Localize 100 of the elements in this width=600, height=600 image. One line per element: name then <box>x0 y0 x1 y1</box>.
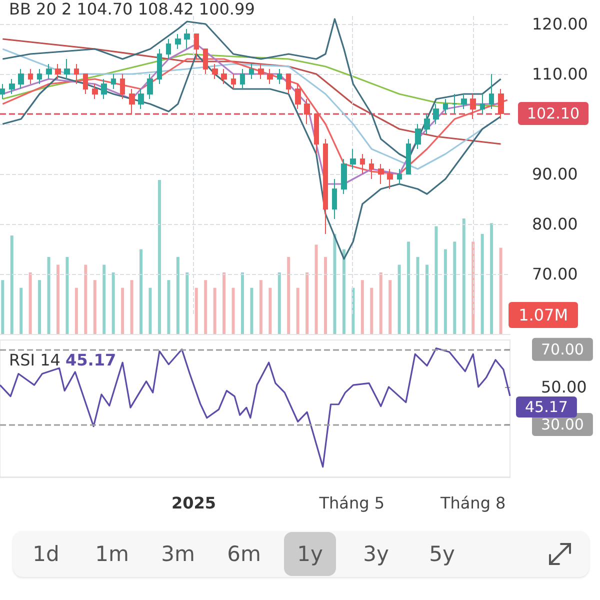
bar <box>250 288 254 334</box>
bar <box>240 272 244 334</box>
bar <box>1 280 4 334</box>
candlestick <box>28 68 33 84</box>
bar <box>324 257 328 334</box>
bar <box>66 257 69 334</box>
bar <box>194 288 198 334</box>
bar <box>462 218 466 334</box>
bar <box>444 249 447 334</box>
candlestick <box>194 34 199 60</box>
candlestick <box>221 68 227 84</box>
candlestick <box>350 148 356 170</box>
candlestick <box>147 74 153 100</box>
bar <box>28 272 32 334</box>
candlestick <box>55 64 61 80</box>
candlestick <box>203 48 208 74</box>
candlestick <box>46 64 52 80</box>
bar <box>370 288 374 334</box>
y-tick-label: 90.00 <box>532 164 578 184</box>
y-tick-label: 120.00 <box>532 14 588 34</box>
bar <box>287 257 290 334</box>
category-label: 1m <box>94 541 130 568</box>
bar <box>158 180 161 334</box>
bar <box>222 272 226 334</box>
bar <box>112 272 115 334</box>
text: RSI 14 <box>9 350 60 370</box>
bar <box>121 288 124 334</box>
candlestick <box>267 68 273 84</box>
candlestick <box>240 68 245 90</box>
category-label: 1d <box>32 541 60 568</box>
y-tick-label: 50.00 <box>541 377 587 396</box>
x-tick-label: 2025 <box>171 494 216 512</box>
candlestick <box>92 84 98 100</box>
bar <box>148 288 152 334</box>
candlestick <box>369 158 374 180</box>
bar <box>360 280 364 334</box>
candlestick <box>83 74 88 94</box>
bar <box>186 272 189 334</box>
bar <box>10 235 14 334</box>
candlestick <box>120 74 125 100</box>
bar <box>167 280 170 334</box>
candlestick <box>314 114 319 154</box>
bar <box>93 280 96 334</box>
bar <box>204 280 208 334</box>
bar <box>56 264 60 334</box>
ref-line-label: 102.10 <box>527 104 580 122</box>
y-tick-label: 70.00 <box>532 264 578 284</box>
category-label: 3m <box>160 541 196 568</box>
bar <box>342 249 346 334</box>
candlestick <box>452 94 457 114</box>
candlestick <box>387 168 393 190</box>
bar <box>38 280 42 334</box>
candlestick <box>184 28 190 50</box>
candlestick <box>323 138 328 234</box>
bar <box>314 244 318 334</box>
candlestick <box>461 94 467 110</box>
bar <box>407 242 410 334</box>
candlestick <box>433 104 439 124</box>
category-label: 1y <box>284 532 336 576</box>
bar <box>140 249 143 334</box>
candlestick <box>498 88 504 120</box>
bar <box>268 288 272 334</box>
bar <box>434 226 438 334</box>
bar <box>102 264 106 334</box>
bar <box>333 234 336 334</box>
bar <box>74 288 78 334</box>
bar <box>379 272 382 334</box>
candlestick <box>480 94 485 114</box>
bar <box>425 264 428 334</box>
candlestick <box>74 64 79 84</box>
bar <box>47 257 50 334</box>
text: 45.17 <box>66 350 116 370</box>
candlestick <box>212 64 218 80</box>
annotation: 45.17 <box>525 398 568 416</box>
candlestick <box>332 178 337 220</box>
bar <box>416 257 420 334</box>
bar <box>296 288 300 334</box>
y-tick-label: 70.00 <box>541 340 584 358</box>
candlestick <box>64 58 70 80</box>
bar <box>232 288 235 334</box>
bar <box>84 264 88 334</box>
candlestick <box>175 34 181 50</box>
text: 1.07M <box>518 306 568 324</box>
bar <box>499 248 502 334</box>
y-tick-label: 110.00 <box>532 64 588 84</box>
chart-title: BB 20 2 104.70 108.42 100.99 <box>9 0 255 18</box>
bar <box>130 280 134 334</box>
category-label: 3y <box>362 541 390 568</box>
candlestick <box>101 78 107 100</box>
candlestick <box>360 154 365 174</box>
bar <box>213 288 216 334</box>
candlestick <box>304 98 310 124</box>
candlestick <box>424 114 430 134</box>
x-tick-label: Tháng 8 <box>439 494 506 512</box>
bar <box>259 280 262 334</box>
candlestick <box>378 164 384 184</box>
bar <box>480 234 484 334</box>
y-tick-label: 30.00 <box>541 415 584 434</box>
line-series <box>2 38 502 145</box>
candlestick <box>277 68 282 84</box>
